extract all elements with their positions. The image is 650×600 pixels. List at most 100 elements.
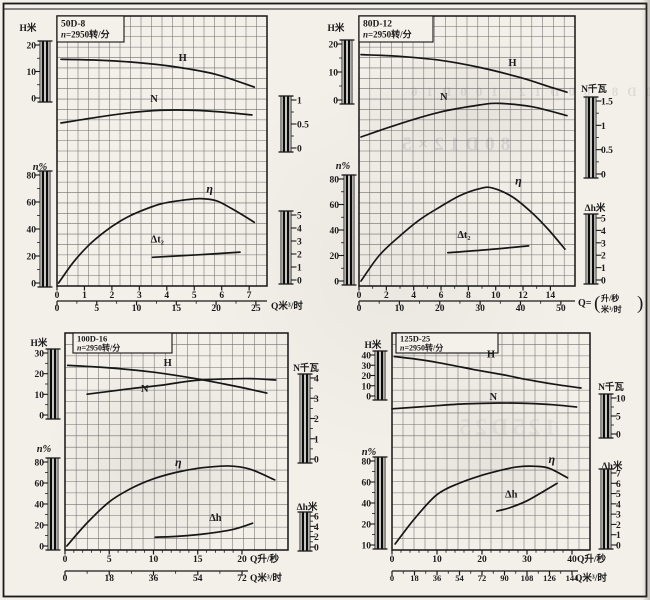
x-scale-row: 0 10 20 30 40 Q升/秒 (390, 550, 607, 565)
axis-bar-stripe (591, 214, 595, 284)
tick-label: 0 (39, 412, 44, 422)
axis-bar-stripe (305, 374, 309, 463)
tick-label: 4 (616, 500, 621, 510)
tick-label: 0 (334, 278, 339, 288)
tick-label: 1 (616, 531, 621, 541)
tick-label: 20 (237, 555, 247, 565)
axis-N: 10.50 (278, 95, 309, 155)
axis-title: H米 (328, 22, 345, 34)
tick-label: 40 (27, 226, 37, 236)
axis-bar-stripe (349, 175, 353, 285)
axis-bar-stripe (301, 374, 305, 463)
axis-bar-stripe (282, 96, 286, 152)
pump-speed: n=2950转/分 (61, 29, 110, 40)
tick-label: 0 (297, 277, 302, 287)
axis-H米: 20 10 0 H米 (20, 22, 53, 105)
tick-label: 0 (314, 456, 319, 466)
tick-label: 60 (27, 199, 37, 209)
axis-N千瓦: 1.5 1 0.5 0 N千瓦 (581, 83, 613, 181)
curve-η (57, 197, 256, 284)
tick-label: 54 (193, 574, 203, 584)
x-unit-label: Q米³/时 (250, 572, 282, 584)
grid (392, 333, 590, 550)
curve-label-Δt₂: Δt₂ (457, 230, 470, 241)
axis-N千瓦: 10 5 0 N千瓦 (598, 381, 626, 441)
axis-bar-stripe (345, 175, 349, 285)
axis-bar-stripe (45, 171, 49, 287)
pump-speed: n=2950转/分 (400, 343, 443, 353)
tick-label: 36 (149, 574, 159, 584)
axis-bar (374, 350, 386, 401)
tick-label: 6 (439, 291, 444, 301)
x-unit-label: Q升/秒 (250, 553, 280, 565)
tick-label: 1 (601, 264, 606, 274)
tick-label: 10 (491, 291, 501, 301)
tick-label: 6 (219, 291, 224, 301)
tick-label: 80 (362, 458, 372, 468)
axis-bar-stripe (305, 512, 309, 551)
x-scale-row: 0 5 10 15 20 25 Q米³/时 (55, 300, 304, 314)
tick-label: 108 (521, 573, 534, 583)
tick-label: 80 (330, 176, 340, 186)
tick-label: 10 (432, 555, 442, 565)
axis-bar-stripe (380, 351, 384, 400)
tick-label: 2 (314, 533, 319, 543)
axis-n%: 80 60 40 20 0 n% (27, 162, 53, 290)
title-box: 50D-8n=2950转/分 (56, 15, 125, 43)
tick-label: 30 (35, 350, 45, 360)
axis-bar-stripe (606, 469, 610, 549)
tick-label: 20 (362, 372, 372, 382)
x-unit-line2: 米³/时 (600, 304, 622, 314)
tick-label: 12 (518, 291, 528, 301)
axis-bar-stripe (602, 394, 606, 438)
axis-bar (374, 456, 386, 550)
tick-label: 20 (211, 304, 221, 314)
plot-frame (358, 15, 576, 287)
tick-label: 144 (566, 573, 580, 583)
tick-label: 20 (362, 521, 372, 531)
axis-bar-stripe (376, 457, 380, 549)
axis-bar (39, 40, 51, 103)
axis-bar-stripe (380, 457, 384, 549)
tick-label: 40 (362, 352, 372, 362)
tick-label: 0 (63, 574, 68, 584)
axis-title: N千瓦 (598, 381, 624, 393)
tick-label: 60 (330, 201, 340, 211)
tick-label: 2 (314, 415, 319, 425)
plot-frame (64, 332, 289, 551)
axis-bar-stripe (606, 394, 610, 438)
axis-bar (280, 95, 292, 153)
axis-bar-stripe (41, 41, 45, 102)
curve-label-Δh: Δh (209, 513, 222, 524)
axis-bar-stripe (347, 40, 351, 104)
curve-η (65, 465, 276, 547)
tick-label: 40 (35, 501, 45, 511)
axis-bar-stripe (286, 211, 290, 284)
axis-bar-stripe (41, 171, 45, 287)
pump-speed: n=2950转/分 (77, 343, 120, 353)
plot-frame (56, 15, 268, 287)
tick-label: 5 (616, 413, 621, 423)
tick-label: 20 (329, 41, 339, 51)
tick-label: 4 (411, 291, 416, 301)
tick-label: 20 (27, 42, 37, 52)
axis-bar (341, 39, 353, 105)
axis-title: n% (336, 161, 351, 172)
tick-label: 0 (601, 277, 606, 287)
tick-label: 3 (297, 238, 302, 248)
axis-n%: 80 60 40 20 10 n% (362, 447, 388, 552)
axis-bar (47, 457, 59, 551)
tick-label: 72 (478, 573, 487, 583)
tick-label: 5 (616, 490, 621, 500)
curve-H (66, 364, 268, 394)
curve-label-H: H (508, 58, 516, 69)
axis-bar (343, 174, 355, 286)
title-box-rect (72, 332, 173, 354)
tick-label: 15 (193, 555, 203, 565)
tick-label: 0 (39, 543, 44, 553)
tick-label: 10 (132, 304, 142, 314)
tick-label: 20 (435, 304, 445, 314)
